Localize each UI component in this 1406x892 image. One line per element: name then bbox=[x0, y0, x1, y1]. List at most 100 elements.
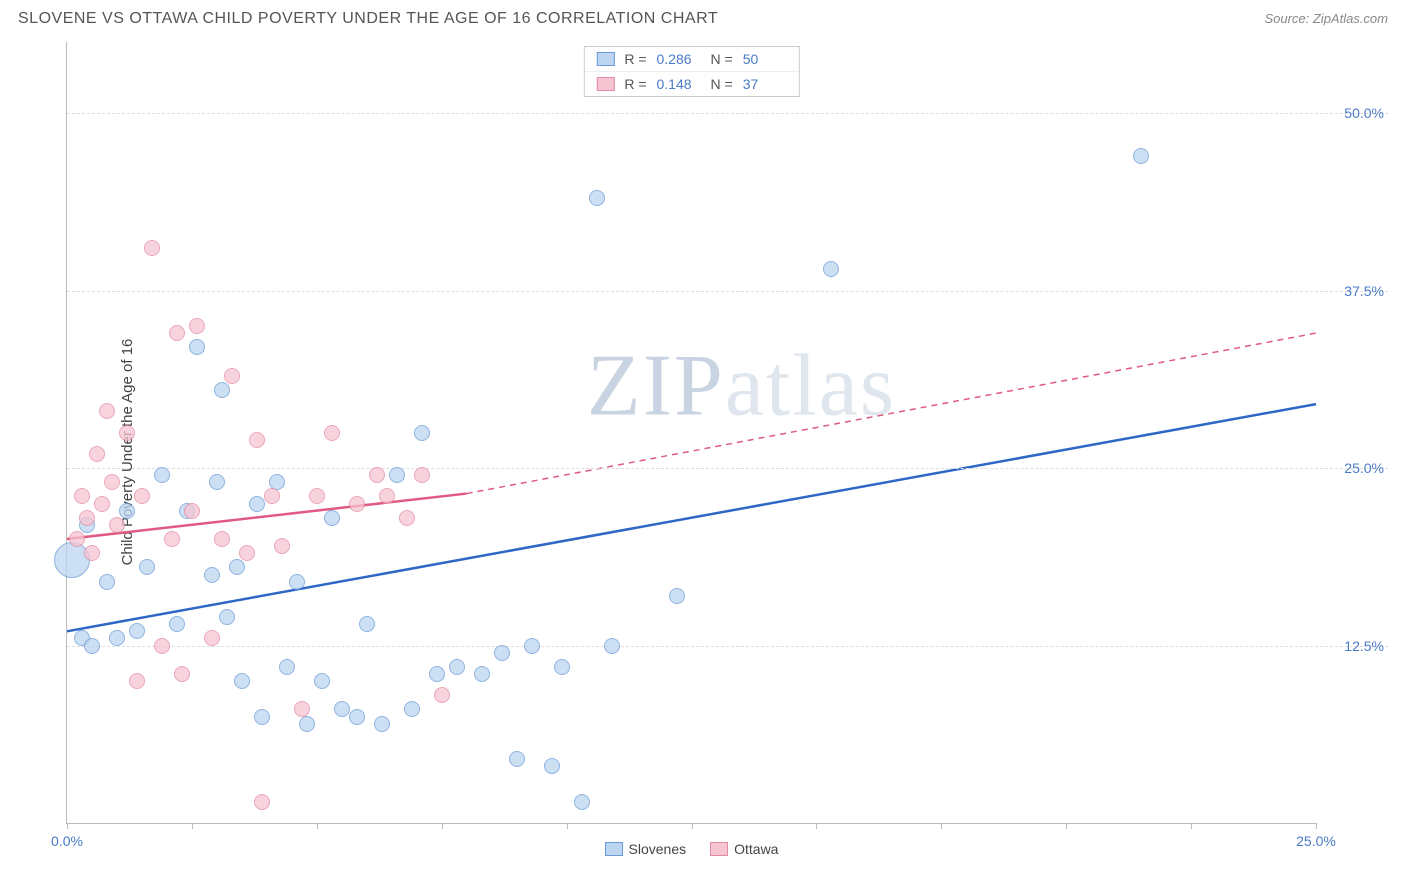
correlation-legend: R =0.286N =50R =0.148N =37 bbox=[583, 46, 799, 97]
n-value: 37 bbox=[743, 76, 787, 92]
scatter-point bbox=[134, 488, 150, 504]
scatter-point bbox=[429, 666, 445, 682]
scatter-point bbox=[589, 190, 605, 206]
scatter-point bbox=[109, 517, 125, 533]
scatter-point bbox=[314, 673, 330, 689]
scatter-point bbox=[544, 758, 560, 774]
series-legend-item: Slovenes bbox=[605, 841, 687, 857]
scatter-point bbox=[334, 701, 350, 717]
scatter-point bbox=[249, 432, 265, 448]
scatter-point bbox=[474, 666, 490, 682]
n-value: 50 bbox=[743, 51, 787, 67]
scatter-point bbox=[214, 531, 230, 547]
scatter-point bbox=[234, 673, 250, 689]
scatter-point bbox=[414, 425, 430, 441]
scatter-point bbox=[449, 659, 465, 675]
scatter-point bbox=[299, 716, 315, 732]
x-tick bbox=[567, 823, 568, 829]
scatter-point bbox=[374, 716, 390, 732]
chart-area: Child Poverty Under the Age of 16 ZIPatl… bbox=[18, 42, 1388, 862]
scatter-point bbox=[823, 261, 839, 277]
legend-swatch bbox=[596, 77, 614, 91]
x-tick bbox=[816, 823, 817, 829]
gridline bbox=[67, 291, 1388, 292]
scatter-point bbox=[434, 687, 450, 703]
scatter-point bbox=[554, 659, 570, 675]
correlation-legend-row: R =0.286N =50 bbox=[584, 47, 798, 71]
source-name: ZipAtlas.com bbox=[1313, 11, 1388, 26]
scatter-point bbox=[399, 510, 415, 526]
scatter-point bbox=[289, 574, 305, 590]
scatter-point bbox=[669, 588, 685, 604]
r-label: R = bbox=[624, 51, 646, 67]
chart-source: Source: ZipAtlas.com bbox=[1264, 11, 1388, 26]
scatter-point bbox=[84, 545, 100, 561]
y-tick-label: 50.0% bbox=[1344, 105, 1384, 121]
scatter-point bbox=[574, 794, 590, 810]
source-prefix: Source: bbox=[1264, 11, 1312, 26]
scatter-point bbox=[279, 659, 295, 675]
scatter-point bbox=[359, 616, 375, 632]
scatter-point bbox=[379, 488, 395, 504]
scatter-point bbox=[129, 673, 145, 689]
scatter-point bbox=[169, 325, 185, 341]
scatter-point bbox=[74, 488, 90, 504]
scatter-point bbox=[164, 531, 180, 547]
scatter-point bbox=[274, 538, 290, 554]
x-tick bbox=[67, 823, 68, 829]
series-legend-label: Ottawa bbox=[734, 841, 778, 857]
scatter-point bbox=[389, 467, 405, 483]
x-tick bbox=[442, 823, 443, 829]
x-tick-label: 0.0% bbox=[51, 833, 83, 849]
scatter-point bbox=[69, 531, 85, 547]
scatter-point bbox=[169, 616, 185, 632]
series-legend-item: Ottawa bbox=[710, 841, 778, 857]
plot-region: ZIPatlas R =0.286N =50R =0.148N =37 Slov… bbox=[66, 42, 1316, 824]
scatter-point bbox=[604, 638, 620, 654]
scatter-point bbox=[189, 339, 205, 355]
chart-header: SLOVENE VS OTTAWA CHILD POVERTY UNDER TH… bbox=[0, 0, 1406, 34]
scatter-point bbox=[219, 609, 235, 625]
x-tick bbox=[1316, 823, 1317, 829]
scatter-point bbox=[254, 709, 270, 725]
chart-title: SLOVENE VS OTTAWA CHILD POVERTY UNDER TH… bbox=[18, 10, 718, 28]
scatter-point bbox=[139, 559, 155, 575]
scatter-point bbox=[94, 496, 110, 512]
x-tick bbox=[1066, 823, 1067, 829]
scatter-point bbox=[99, 403, 115, 419]
r-label: R = bbox=[624, 76, 646, 92]
legend-swatch bbox=[596, 52, 614, 66]
scatter-point bbox=[104, 474, 120, 490]
n-label: N = bbox=[711, 76, 733, 92]
gridline bbox=[67, 468, 1388, 469]
regression-line bbox=[467, 333, 1316, 493]
scatter-point bbox=[309, 488, 325, 504]
scatter-point bbox=[214, 382, 230, 398]
scatter-point bbox=[84, 638, 100, 654]
scatter-point bbox=[129, 623, 145, 639]
scatter-point bbox=[1133, 148, 1149, 164]
scatter-point bbox=[209, 474, 225, 490]
scatter-point bbox=[524, 638, 540, 654]
x-tick bbox=[1191, 823, 1192, 829]
scatter-point bbox=[99, 574, 115, 590]
watermark-atlas: atlas bbox=[725, 337, 896, 434]
y-tick-label: 25.0% bbox=[1344, 460, 1384, 476]
scatter-point bbox=[154, 467, 170, 483]
scatter-point bbox=[109, 630, 125, 646]
y-tick-label: 12.5% bbox=[1344, 638, 1384, 654]
scatter-point bbox=[79, 510, 95, 526]
scatter-point bbox=[224, 368, 240, 384]
scatter-point bbox=[184, 503, 200, 519]
scatter-point bbox=[229, 559, 245, 575]
scatter-point bbox=[264, 488, 280, 504]
scatter-point bbox=[324, 425, 340, 441]
scatter-point bbox=[154, 638, 170, 654]
x-tick bbox=[192, 823, 193, 829]
correlation-legend-row: R = 0.148 N = 37 bbox=[584, 71, 798, 96]
r-value: 0.148 bbox=[657, 76, 701, 92]
scatter-point bbox=[204, 630, 220, 646]
scatter-point bbox=[414, 467, 430, 483]
scatter-point bbox=[189, 318, 205, 334]
scatter-point bbox=[509, 751, 525, 767]
